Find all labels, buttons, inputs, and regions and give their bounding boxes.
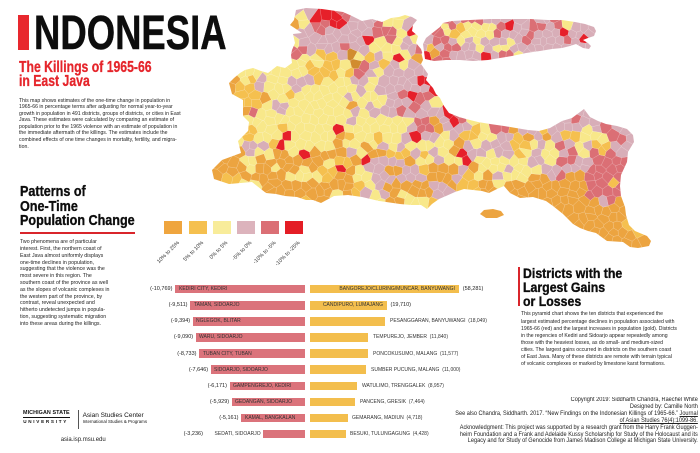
svg-text:-10% to -5%: -10% to -5% xyxy=(252,240,277,265)
svg-text:0% to 5%: 0% to 5% xyxy=(209,240,230,261)
svg-text:-10% to -25%: -10% to -25% xyxy=(274,240,301,267)
svg-text:5% to 10%: 5% to 10% xyxy=(182,240,205,263)
svg-text:10% to 25%: 10% to 25% xyxy=(156,240,181,265)
svg-text:-5% to 0%: -5% to 0% xyxy=(231,240,253,262)
